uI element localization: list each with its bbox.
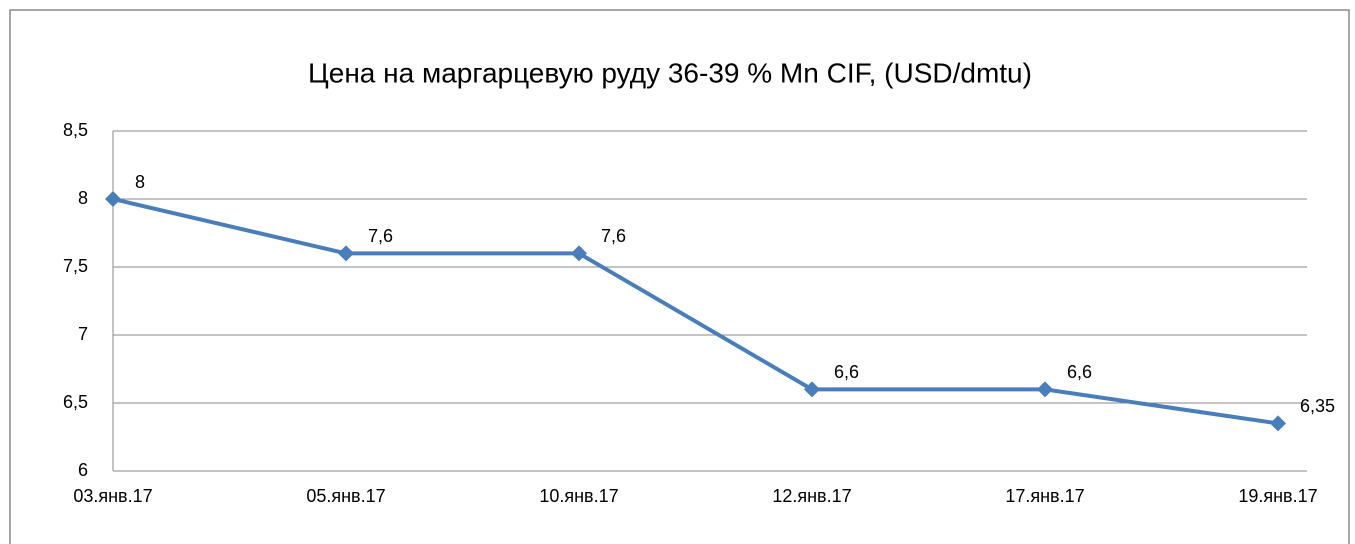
x-tick-label: 17.янв.17	[1005, 486, 1084, 506]
data-label: 6,6	[834, 362, 859, 382]
x-tick-label: 05.янв.17	[306, 486, 385, 506]
x-tick-label: 10.янв.17	[539, 486, 618, 506]
data-label: 7,6	[601, 226, 626, 246]
y-tick-label: 6	[78, 460, 88, 480]
y-tick-label: 7	[78, 324, 88, 344]
x-tick-label: 03.янв.17	[73, 486, 152, 506]
y-tick-label: 6,5	[63, 392, 88, 412]
x-tick-label: 19.янв.17	[1238, 486, 1317, 506]
chart-frame	[9, 9, 1350, 544]
chart-title: Цена на маргарцевую руду 36-39 % Mn CIF,…	[308, 57, 1032, 88]
data-label: 6,6	[1067, 362, 1092, 382]
marker	[1270, 415, 1286, 432]
x-tick-label: 12.янв.17	[772, 486, 851, 506]
data-label: 8	[135, 172, 145, 192]
marker	[338, 245, 354, 262]
marker	[571, 245, 587, 262]
marker	[105, 191, 121, 207]
data-label: 6,35	[1300, 396, 1335, 416]
y-tick-label: 8,5	[63, 120, 88, 140]
marker	[1037, 381, 1053, 398]
marker	[804, 381, 820, 398]
y-tick-label: 7,5	[63, 256, 88, 276]
y-tick-label: 8	[78, 188, 88, 208]
data-label: 7,6	[368, 226, 393, 246]
line	[112, 197, 1279, 426]
